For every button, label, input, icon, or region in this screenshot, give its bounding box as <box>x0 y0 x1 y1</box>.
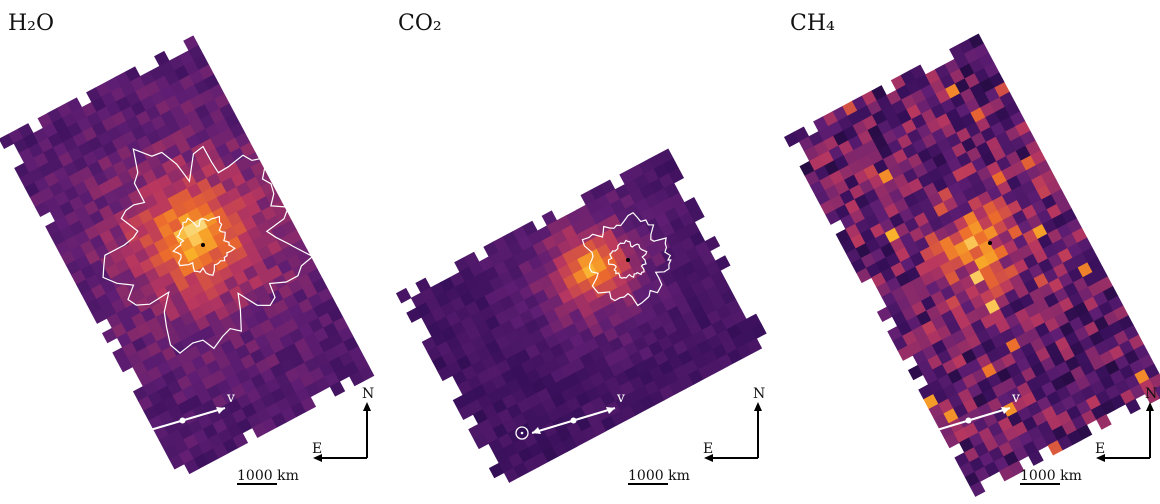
velocity-label: v <box>1011 390 1020 406</box>
scale-label: 1000 km <box>1020 468 1082 484</box>
panel-title: CO₂ <box>398 11 442 36</box>
nucleus <box>201 243 205 247</box>
panel: CO₂ v N E 1000 km <box>396 11 772 488</box>
sun-dot <box>916 432 919 435</box>
north-label: N <box>1145 386 1157 402</box>
velocity-label: v <box>616 390 625 406</box>
nucleus <box>626 258 630 262</box>
sun-dot <box>129 432 132 435</box>
scale-label: 1000 km <box>237 468 299 484</box>
east-label: E <box>312 441 322 457</box>
map <box>0 35 374 479</box>
east-label: E <box>1095 441 1105 457</box>
arrow-dot <box>966 418 972 424</box>
figure: H₂O v N E 1000 km CO₂ v N E 1000 km CH₄ v N E 1000 km <box>0 0 1160 504</box>
arrow-dot <box>180 418 186 424</box>
map <box>784 34 1160 497</box>
east-label: E <box>703 441 713 457</box>
velocity-label: v <box>226 390 235 406</box>
panel-title: H₂O <box>8 11 54 36</box>
map <box>396 148 772 488</box>
compass <box>317 406 367 458</box>
sun-dot <box>521 432 524 435</box>
panel: H₂O v N E 1000 km <box>0 11 374 484</box>
panel-title: CH₄ <box>790 11 835 36</box>
nucleus <box>988 241 992 245</box>
pixel <box>396 288 412 304</box>
scale-label: 1000 km <box>628 468 690 484</box>
arrow-dot <box>571 418 577 424</box>
panel: CH₄ v N E 1000 km <box>784 11 1160 497</box>
north-label: N <box>362 386 374 402</box>
compass <box>708 406 758 458</box>
north-label: N <box>753 386 765 402</box>
